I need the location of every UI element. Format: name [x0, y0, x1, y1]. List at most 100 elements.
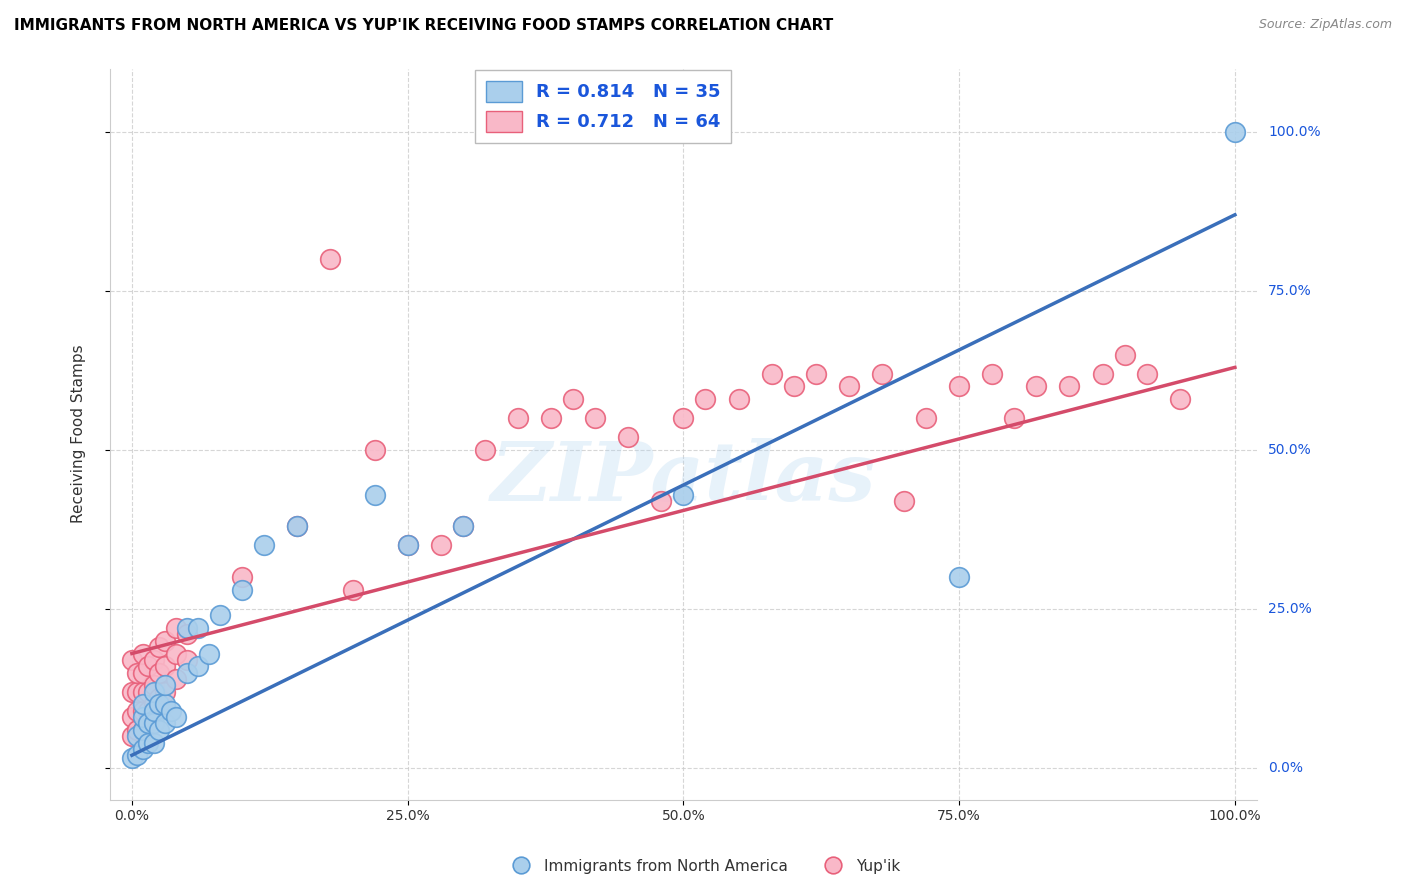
Point [285, 519, 308, 533]
Point [363, 487, 385, 501]
Point [127, 748, 149, 763]
Point [138, 735, 160, 749]
Point [138, 684, 160, 698]
Point [165, 621, 187, 635]
Point [176, 621, 198, 635]
Point [198, 647, 221, 661]
Point [583, 411, 606, 425]
Point [127, 665, 149, 680]
Point [148, 698, 170, 712]
Point [121, 684, 143, 698]
Point [231, 570, 253, 584]
Point [562, 392, 585, 406]
Point [1223, 125, 1246, 139]
Point [253, 538, 276, 552]
Point [761, 367, 783, 381]
Point [132, 710, 155, 724]
Point [285, 519, 308, 533]
Point [153, 698, 176, 712]
Point [1136, 367, 1159, 381]
Text: 100.0%: 100.0% [1268, 125, 1320, 139]
Point [148, 665, 170, 680]
Point [176, 653, 198, 667]
Point [143, 716, 166, 731]
Point [617, 430, 640, 444]
Text: 0.0%: 0.0% [1268, 761, 1303, 775]
Point [153, 633, 176, 648]
Legend: Immigrants from North America, Yup'ik: Immigrants from North America, Yup'ik [499, 853, 907, 880]
Point [153, 659, 176, 673]
Point [948, 379, 970, 393]
Point [363, 443, 385, 458]
Point [672, 487, 695, 501]
Point [132, 742, 155, 756]
Point [121, 729, 143, 743]
Point [159, 704, 181, 718]
Point [143, 704, 166, 718]
Point [132, 665, 155, 680]
Point [138, 659, 160, 673]
Point [121, 710, 143, 724]
Legend: R = 0.814   N = 35, R = 0.712   N = 64: R = 0.814 N = 35, R = 0.712 N = 64 [475, 70, 731, 143]
Point [209, 608, 232, 623]
Text: 25.0%: 25.0% [1268, 602, 1312, 616]
Text: Source: ZipAtlas.com: Source: ZipAtlas.com [1258, 18, 1392, 31]
Text: 75.0%: 75.0% [1268, 284, 1312, 298]
Point [948, 570, 970, 584]
Point [451, 519, 474, 533]
Point [981, 367, 1004, 381]
Point [187, 659, 209, 673]
Text: 50.0%: 50.0% [1268, 443, 1312, 457]
Point [1025, 379, 1047, 393]
Point [429, 538, 451, 552]
Point [176, 627, 198, 641]
Point [1114, 348, 1136, 362]
Point [127, 704, 149, 718]
Point [143, 684, 166, 698]
Point [396, 538, 419, 552]
Point [1091, 367, 1114, 381]
Point [121, 751, 143, 765]
Point [148, 640, 170, 655]
Point [804, 367, 827, 381]
Point [176, 665, 198, 680]
Point [1168, 392, 1191, 406]
Point [148, 723, 170, 737]
Point [451, 519, 474, 533]
Point [1059, 379, 1081, 393]
Point [132, 684, 155, 698]
Point [870, 367, 893, 381]
Point [506, 411, 529, 425]
Point [132, 647, 155, 661]
Point [915, 411, 938, 425]
Point [143, 678, 166, 692]
Point [132, 704, 155, 718]
Point [1002, 411, 1025, 425]
Point [672, 411, 695, 425]
Point [121, 653, 143, 667]
Point [138, 704, 160, 718]
Point [127, 684, 149, 698]
Point [138, 716, 160, 731]
Point [396, 538, 419, 552]
Point [838, 379, 860, 393]
Point [153, 684, 176, 698]
Point [132, 723, 155, 737]
Point [127, 723, 149, 737]
Point [319, 252, 342, 267]
Point [342, 582, 364, 597]
Point [783, 379, 806, 393]
Point [143, 653, 166, 667]
Y-axis label: Receiving Food Stamps: Receiving Food Stamps [72, 345, 86, 524]
Text: ZIPatlas: ZIPatlas [491, 438, 876, 518]
Point [893, 494, 915, 508]
Point [695, 392, 717, 406]
Point [165, 672, 187, 686]
Point [650, 494, 672, 508]
Point [143, 698, 166, 712]
Point [153, 678, 176, 692]
Text: IMMIGRANTS FROM NORTH AMERICA VS YUP'IK RECEIVING FOOD STAMPS CORRELATION CHART: IMMIGRANTS FROM NORTH AMERICA VS YUP'IK … [14, 18, 834, 33]
Point [474, 443, 496, 458]
Point [132, 698, 155, 712]
Point [187, 621, 209, 635]
